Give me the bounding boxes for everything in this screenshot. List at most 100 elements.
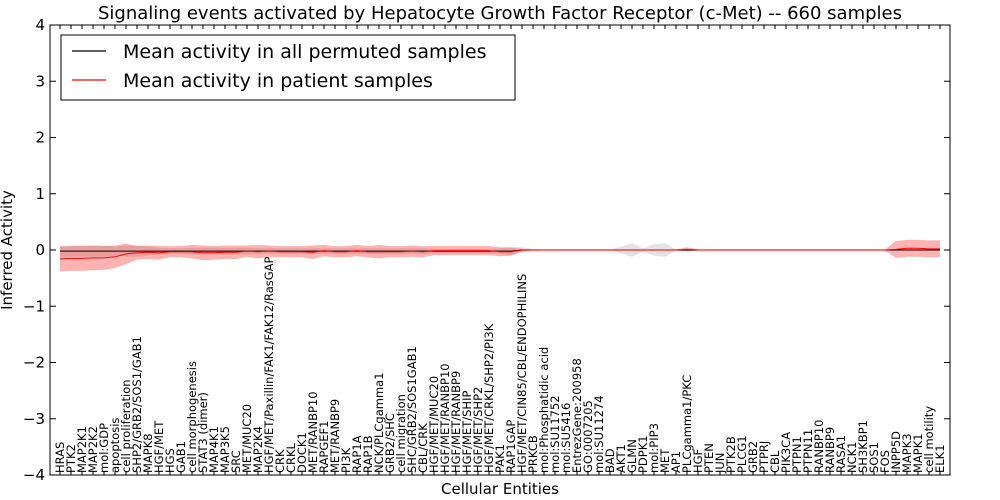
x-tick-label: RASA1 bbox=[834, 435, 848, 473]
x-tick-label: MET bbox=[658, 448, 672, 473]
x-tick-label: PTEN bbox=[702, 443, 716, 473]
x-tick-label: RANBP9 bbox=[823, 427, 837, 473]
line-patient bbox=[59, 247, 940, 260]
y-tick-label: 1 bbox=[35, 185, 45, 203]
x-tick-label: mol:SU11752 bbox=[548, 395, 562, 473]
x-tick-label: HGF/MET/SHIP bbox=[460, 391, 474, 473]
y-axis: −4 −3 −2 −1 0 1 2 3 4 bbox=[23, 16, 950, 484]
x-tick-label: HGF/MET/RANBP9 bbox=[449, 371, 463, 473]
x-tick-label: MAP4K1 bbox=[207, 426, 221, 473]
x-tick-label: PDPK1 bbox=[636, 435, 650, 473]
x-tick-label: GO:0007205 bbox=[581, 400, 595, 473]
y-tick-label: −3 bbox=[23, 410, 45, 428]
x-tick-label: MAP3K5 bbox=[218, 426, 232, 473]
x-tick-label: cell proliferation bbox=[119, 379, 133, 473]
x-tick-label: mol:SU11274 bbox=[592, 395, 606, 473]
x-tick-label: JUN bbox=[713, 453, 727, 474]
x-tick-label: CBL/CRK bbox=[416, 423, 430, 473]
x-tick-label: EntrezGene:200958 bbox=[570, 358, 584, 473]
x-tick-label: HRAS bbox=[53, 442, 67, 473]
y-tick-label: −1 bbox=[23, 297, 45, 315]
legend-label-permuted: Mean activity in all permuted samples bbox=[123, 41, 486, 63]
x-tick-label: RAP1A bbox=[350, 435, 364, 473]
x-tick-label: mol:GDP bbox=[97, 423, 111, 473]
x-tick-label: GLMN bbox=[625, 439, 639, 473]
x-tick-label: GRB2 bbox=[746, 441, 760, 473]
x-tick-label: MET/RANBP9 bbox=[328, 399, 342, 473]
legend-box bbox=[60, 34, 516, 101]
x-tick-label: PIK3CA bbox=[779, 432, 793, 473]
x-tick-label: MET/RANBP10 bbox=[306, 391, 320, 473]
x-tick-label: mol:Phosphatidic acid bbox=[537, 347, 551, 473]
x-tick-label: NCK1 bbox=[845, 442, 859, 474]
band-permuted bbox=[60, 243, 940, 257]
x-tick-label: RAPGEF1 bbox=[317, 421, 331, 473]
x-tick-label: HGF/MET bbox=[152, 420, 166, 473]
legend-label-patient: Mean activity in patient samples bbox=[123, 70, 433, 92]
x-tick-label: HGF/MET/CIN85/CBL/ENDOPHILINS bbox=[515, 274, 529, 473]
x-tick-label: BAD bbox=[603, 448, 617, 473]
x-tick-label: PTK2B bbox=[724, 436, 738, 473]
series-lines bbox=[59, 247, 940, 260]
confidence-bands bbox=[60, 239, 940, 272]
x-tick-label: MET/MUC20 bbox=[240, 404, 254, 473]
x-tick-label: PLCgamma1/PKC bbox=[680, 375, 694, 473]
x-tick-label: GAB1 bbox=[174, 441, 188, 473]
x-tick-label: HGF/MET/RANBP10 bbox=[438, 363, 452, 473]
y-axis-label: Inferred Activity bbox=[0, 190, 16, 310]
x-tick-label: SH3KBP1 bbox=[856, 420, 870, 473]
x-tick-label: STAT3 (dimer) bbox=[196, 392, 210, 473]
x-tick-label: RAP1B bbox=[361, 435, 375, 473]
x-tick-label: HGF/MET/SHP2 bbox=[471, 387, 485, 473]
x-tick-label: SHC/GRB2/SOS1GAB1 bbox=[405, 346, 419, 473]
x-tick-label: mol:SU5416 bbox=[559, 403, 573, 473]
x-tick-label: MAP2K1 bbox=[75, 426, 89, 473]
y-tick-label: 0 bbox=[35, 241, 45, 259]
x-tick-label: PTPN11 bbox=[801, 429, 815, 473]
x-tick-label: PRKCB bbox=[526, 435, 540, 473]
x-tick-label: CRK bbox=[273, 449, 287, 473]
x-tick-label: AP1 bbox=[669, 451, 683, 473]
x-tick-label: SOS1 bbox=[867, 442, 881, 473]
x-tick-label: CRKL bbox=[284, 442, 298, 473]
y-tick-label: −4 bbox=[23, 466, 45, 484]
y-tick-label: −2 bbox=[23, 354, 45, 372]
x-tick-label: HGF bbox=[691, 449, 705, 473]
x-tick-label: INPP5D bbox=[889, 431, 903, 473]
x-tick-label: HGF/MET/CRKL/SHP2/PI3K bbox=[482, 323, 496, 473]
x-tick-label: RAP1GAP bbox=[504, 420, 518, 473]
x-tick-label: RANBP10 bbox=[812, 420, 826, 473]
x-tick-label: PI3K bbox=[339, 447, 353, 473]
x-tick-label: PTK2 bbox=[64, 444, 78, 473]
x-tick-label: apoptosis bbox=[108, 418, 122, 473]
x-tick-label: mol:PIP3 bbox=[647, 423, 661, 473]
x-tick-label: ELK1 bbox=[933, 444, 947, 473]
x-tick-label: cell motility bbox=[922, 406, 936, 473]
band-patient bbox=[60, 239, 940, 272]
x-tick-label: MAP2K2 bbox=[86, 426, 100, 473]
x-tick-label: cell migration bbox=[394, 394, 408, 473]
x-tick-label: MAPK8 bbox=[141, 433, 155, 473]
x-tick-label: cell morphogenesis bbox=[185, 361, 199, 473]
y-tick-label: 4 bbox=[35, 16, 45, 34]
chart-title: Signaling events activated by Hepatocyte… bbox=[98, 3, 902, 24]
x-axis: HRASPTK2MAP2K1MAP2K2mol:GDPapoptosiscell… bbox=[53, 25, 947, 475]
x-tick-label: MAPK3 bbox=[900, 433, 914, 473]
y-tick-label: 2 bbox=[35, 129, 45, 147]
x-tick-label: GRB2/SHC bbox=[383, 413, 397, 473]
x-tick-label: SRC bbox=[229, 450, 243, 473]
x-tick-label: MAPK1 bbox=[911, 433, 925, 473]
x-tick-label: HGS bbox=[163, 448, 177, 473]
y-tick-label: 3 bbox=[35, 72, 45, 90]
x-axis-label: Cellular Entities bbox=[441, 480, 559, 498]
x-tick-label: CBL bbox=[768, 450, 782, 473]
x-tick-label: SHP2/GRB2/SOS1/GAB1 bbox=[130, 336, 144, 473]
x-tick-label: PLCG1 bbox=[735, 435, 749, 473]
x-tick-label: MAP2K4 bbox=[251, 426, 265, 473]
legend: Mean activity in all permuted samples Me… bbox=[60, 34, 516, 101]
x-tick-label: AKT1 bbox=[614, 444, 628, 473]
x-tick-label: PTPN1 bbox=[790, 436, 804, 473]
x-tick-label: PTPRJ bbox=[757, 441, 771, 473]
x-tick-label: NCK/PLCgamma1 bbox=[372, 372, 386, 473]
